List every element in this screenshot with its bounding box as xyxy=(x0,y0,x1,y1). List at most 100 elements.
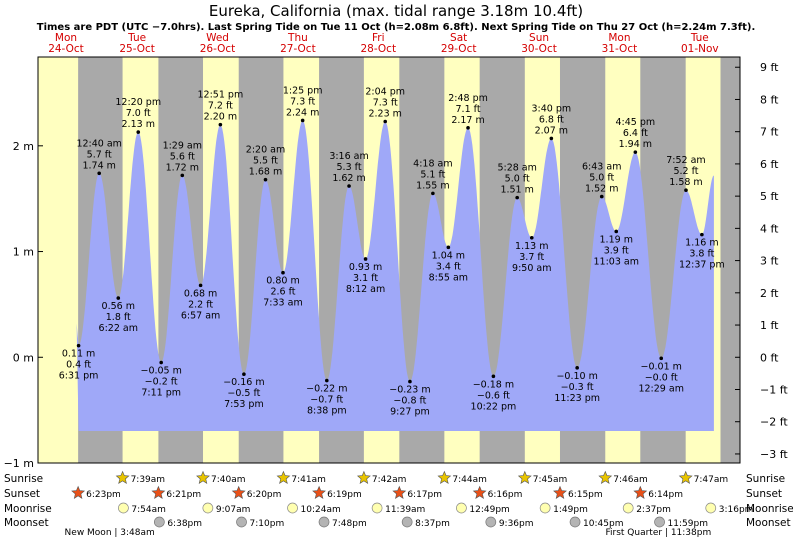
y-tick-label-ft: −1 ft xyxy=(760,383,788,396)
tide-ft-label: 3.8 ft xyxy=(689,249,714,260)
day-date-label: 28-Oct xyxy=(360,43,396,55)
y-tick-label-ft: 8 ft xyxy=(760,93,779,106)
tide-ft-label: −0.3 ft xyxy=(561,382,594,393)
tide-ft-label: 3.4 ft xyxy=(436,261,461,272)
tide-ft-label: 7.3 ft xyxy=(373,97,398,108)
tide-time-label: 6:31 pm xyxy=(59,371,99,382)
tide-time-label: 11:23 pm xyxy=(554,393,600,404)
tide-time-label: 7:52 am xyxy=(666,155,705,166)
moonrise-time: 9:07am xyxy=(216,505,251,515)
moonset-time: 8:37pm xyxy=(415,519,450,529)
tide-m-label: −0.10 m xyxy=(556,371,597,382)
sunrise-time: 7:46am xyxy=(613,475,648,485)
sunrise-time: 7:40am xyxy=(211,475,246,485)
tide-m-label: 0.56 m xyxy=(102,301,135,312)
tide-ft-label: 5.3 ft xyxy=(337,162,362,173)
tide-point xyxy=(614,229,619,234)
tide-ft-label: 1.8 ft xyxy=(106,312,131,323)
tide-point xyxy=(300,118,305,123)
tide-time-label: 12:29 am xyxy=(638,383,683,394)
y-tick-label-ft: 0 ft xyxy=(760,351,779,364)
tide-time-label: 6:57 am xyxy=(181,310,220,321)
day-date-label: 31-Oct xyxy=(602,43,638,55)
tide-ft-label: −0.2 ft xyxy=(145,377,178,388)
moonset-time: 6:38pm xyxy=(167,519,202,529)
moonrise-icon xyxy=(622,502,634,514)
tide-area xyxy=(76,120,714,432)
y-tick-label-ft: −3 ft xyxy=(760,448,788,461)
moonset-icon xyxy=(569,516,581,528)
tide-point xyxy=(180,173,185,178)
moonset-time: 9:36pm xyxy=(499,519,534,529)
tide-ft-label: 3.7 ft xyxy=(519,252,544,263)
tide-m-label: 1.55 m xyxy=(416,180,449,191)
tide-time-label: 8:55 am xyxy=(429,272,468,283)
tide-time-label: 7:11 pm xyxy=(141,388,181,399)
tide-point xyxy=(218,122,223,127)
tide-point xyxy=(198,283,203,288)
moonrise-icon xyxy=(705,502,717,514)
tide-time-label: 12:40 am xyxy=(76,138,121,149)
moonset-time: 11:59pm xyxy=(668,519,708,529)
tide-time-label: 12:20 pm xyxy=(115,97,161,108)
tide-point xyxy=(515,195,519,200)
tide-ft-label: −0.5 ft xyxy=(227,388,260,399)
tide-m-label: −0.18 m xyxy=(473,379,514,390)
moonrise-time: 10:24am xyxy=(301,505,341,515)
tide-ft-label: 5.0 ft xyxy=(505,174,530,185)
sunset-time: 6:16pm xyxy=(488,490,523,500)
tide-ft-label: 3.9 ft xyxy=(604,245,629,256)
day-date-label: 30-Oct xyxy=(521,43,557,55)
moonrise-time: 2:37pm xyxy=(636,505,671,515)
y-tick-label-m: 1 m xyxy=(13,246,34,259)
tide-time-label: 4:18 am xyxy=(413,158,452,169)
tide-time-label: 6:43 am xyxy=(582,162,621,173)
tide-ft-label: 7.3 ft xyxy=(290,96,315,107)
tide-point xyxy=(242,372,246,376)
sunset-time: 6:15pm xyxy=(568,490,603,500)
moonrise-time: 1:49pm xyxy=(553,505,588,515)
moonset-row-label: Moonset xyxy=(746,517,791,529)
y-tick-label-ft: 4 ft xyxy=(760,222,779,235)
sunrise-row-label: Sunrise xyxy=(4,473,43,485)
tide-events: 0.11 m0.4 ft6:31 pm 12:40 am5.7 ft1.74 m 0… xyxy=(59,85,725,417)
tide-m-label: 2.24 m xyxy=(286,107,319,118)
tide-point xyxy=(529,235,534,240)
tide-point xyxy=(363,257,368,261)
moonrise-icon xyxy=(371,502,383,514)
day-date-label: 24-Oct xyxy=(48,43,84,55)
sunrise-icon xyxy=(598,470,613,484)
tide-ft-label: 5.6 ft xyxy=(170,151,195,162)
sunset-time: 6:21pm xyxy=(166,490,201,500)
chart-subtitle: Times are PDT (UTC −7.0hrs). Last Spring… xyxy=(37,22,756,33)
tide-m-label: 0.93 m xyxy=(349,262,382,273)
tide-point xyxy=(97,171,101,176)
day-weekday-label: Fri xyxy=(372,32,385,44)
sunrise-icon xyxy=(196,470,210,484)
tide-m-label: −0.16 m xyxy=(223,377,264,388)
sunrise-time: 7:41am xyxy=(291,475,326,485)
tide-time-label: 12:51 pm xyxy=(198,90,244,101)
moonrise-time: 3:16pm xyxy=(719,505,754,515)
tide-time-label: 6:22 am xyxy=(99,323,138,334)
moonrise-time: 11:39am xyxy=(385,505,425,515)
tide-time-label: 9:27 pm xyxy=(390,407,430,418)
y-tick-label-ft: 9 ft xyxy=(760,61,779,74)
tide-point xyxy=(383,119,388,124)
y-tick-label-m: 0 m xyxy=(13,351,34,364)
moon-phase-label: New Moon | 3:48am xyxy=(65,528,155,538)
tide-time-label: 10:22 pm xyxy=(471,401,517,412)
tide-time-label: 11:03 am xyxy=(594,256,639,267)
sunrise-time: 7:47am xyxy=(694,475,729,485)
tide-m-label: −0.05 m xyxy=(140,366,181,377)
day-date-label: 27-Oct xyxy=(280,43,316,55)
moonrise-icon xyxy=(456,502,467,514)
sunset-time: 6:23pm xyxy=(86,490,121,500)
tide-ft-label: −0.7 ft xyxy=(310,395,343,406)
day-weekday-label: Sun xyxy=(529,32,549,44)
moonrise-icon xyxy=(539,502,551,514)
day-band xyxy=(38,57,79,463)
moonrise-row-label: Moonrise xyxy=(4,503,52,515)
tide-m-label: 0.11 m xyxy=(62,349,95,360)
